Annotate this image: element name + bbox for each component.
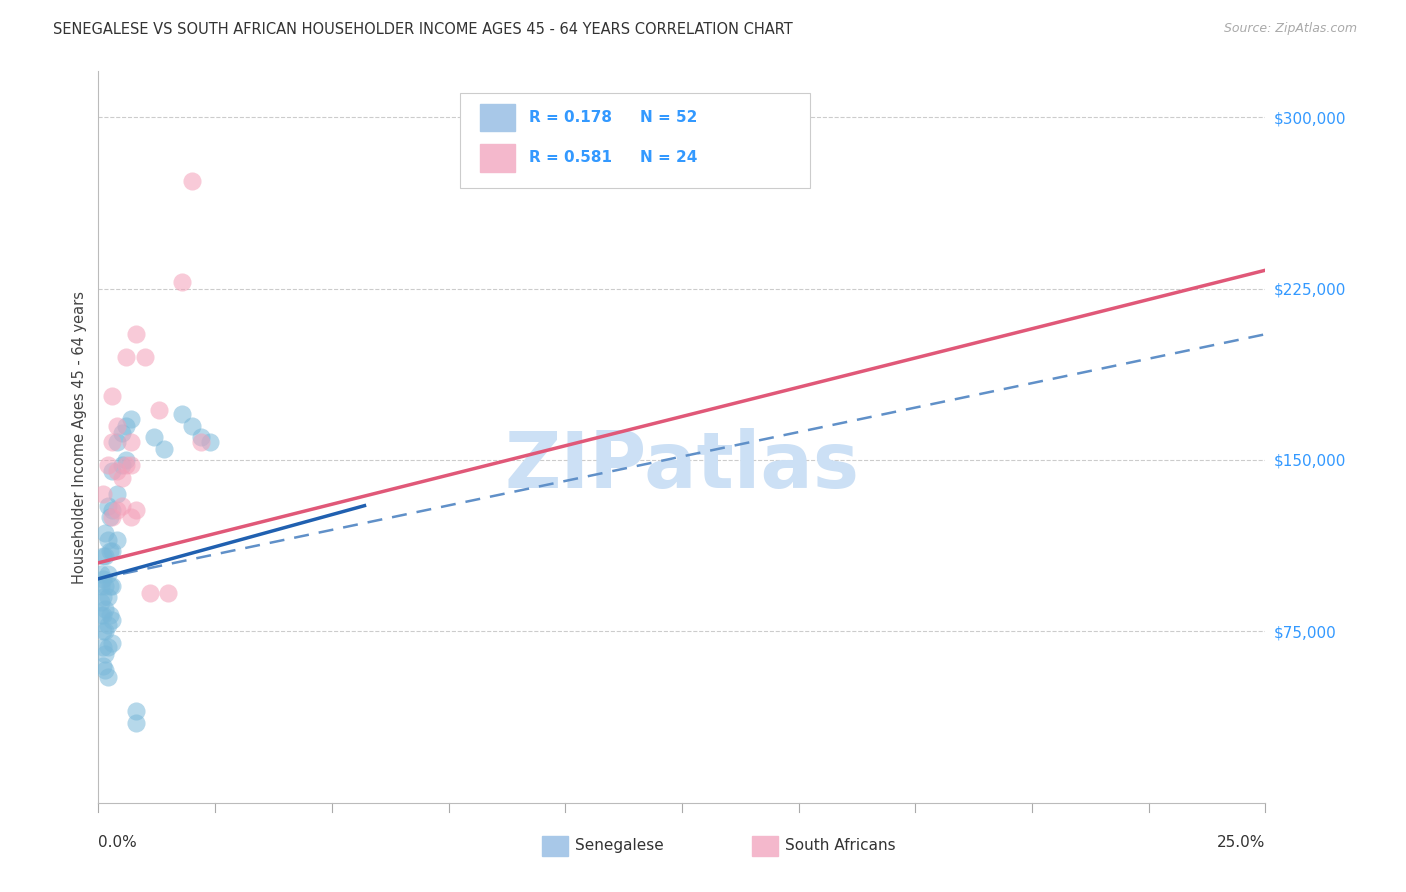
Point — [101, 510, 124, 524]
Bar — [479, 144, 515, 171]
Point — [91, 487, 114, 501]
Point — [190, 430, 212, 444]
Point — [105, 434, 128, 449]
Text: Source: ZipAtlas.com: Source: ZipAtlas.com — [1223, 22, 1357, 36]
Point — [125, 503, 148, 517]
Point — [97, 499, 120, 513]
Text: Senegalese: Senegalese — [575, 838, 664, 854]
Point — [180, 174, 202, 188]
Point — [111, 499, 134, 513]
Point — [125, 705, 148, 719]
Point — [101, 389, 124, 403]
Point — [97, 567, 120, 582]
Point — [90, 594, 112, 608]
Point — [115, 418, 138, 433]
Bar — [541, 836, 568, 856]
Point — [91, 608, 114, 623]
Point — [101, 579, 124, 593]
Point — [97, 590, 120, 604]
Text: 25.0%: 25.0% — [1218, 835, 1265, 850]
Text: SENEGALESE VS SOUTH AFRICAN HOUSEHOLDER INCOME AGES 45 - 64 YEARS CORRELATION CH: SENEGALESE VS SOUTH AFRICAN HOUSEHOLDER … — [53, 22, 793, 37]
Point — [139, 585, 162, 599]
Point — [111, 425, 134, 440]
Point — [101, 434, 124, 449]
Point — [101, 544, 124, 558]
Point — [98, 608, 121, 623]
Point — [120, 458, 142, 472]
Text: N = 52: N = 52 — [640, 110, 697, 125]
Point — [94, 624, 117, 639]
Point — [172, 275, 194, 289]
Point — [97, 533, 120, 547]
Point — [94, 579, 117, 593]
Point — [101, 613, 124, 627]
Point — [115, 458, 138, 472]
Text: N = 24: N = 24 — [640, 150, 697, 165]
Point — [101, 636, 124, 650]
Point — [101, 503, 124, 517]
Point — [105, 503, 128, 517]
Point — [190, 434, 212, 449]
Point — [125, 715, 148, 730]
Point — [120, 434, 142, 449]
Text: South Africans: South Africans — [785, 838, 896, 854]
FancyBboxPatch shape — [460, 94, 810, 188]
Text: R = 0.581: R = 0.581 — [529, 150, 612, 165]
Point — [91, 640, 114, 655]
Point — [91, 590, 114, 604]
Point — [105, 418, 128, 433]
Point — [101, 464, 124, 478]
Point — [134, 350, 156, 364]
Point — [105, 464, 128, 478]
Point — [157, 585, 180, 599]
Point — [98, 544, 121, 558]
Point — [91, 624, 114, 639]
Point — [90, 579, 112, 593]
Point — [97, 458, 120, 472]
Point — [152, 442, 174, 456]
Text: 0.0%: 0.0% — [98, 835, 138, 850]
Point — [200, 434, 222, 449]
Point — [125, 327, 148, 342]
Point — [105, 487, 128, 501]
Point — [97, 670, 120, 684]
Point — [143, 430, 166, 444]
Point — [94, 601, 117, 615]
Point — [90, 608, 112, 623]
Point — [120, 411, 142, 425]
Bar — [479, 103, 515, 131]
Point — [111, 458, 134, 472]
Point — [111, 471, 134, 485]
Point — [97, 617, 120, 632]
Point — [94, 663, 117, 677]
Point — [98, 510, 121, 524]
Point — [90, 567, 112, 582]
Point — [91, 549, 114, 563]
Bar — [752, 836, 778, 856]
Point — [91, 658, 114, 673]
Point — [172, 407, 194, 421]
Point — [120, 510, 142, 524]
Point — [115, 350, 138, 364]
Point — [94, 647, 117, 661]
Text: R = 0.178: R = 0.178 — [529, 110, 612, 125]
Point — [180, 418, 202, 433]
Point — [94, 549, 117, 563]
Text: ZIPatlas: ZIPatlas — [505, 428, 859, 504]
Point — [94, 526, 117, 541]
Point — [97, 640, 120, 655]
Point — [98, 579, 121, 593]
Point — [148, 402, 170, 417]
Y-axis label: Householder Income Ages 45 - 64 years: Householder Income Ages 45 - 64 years — [72, 291, 87, 583]
Point — [105, 533, 128, 547]
Point — [91, 572, 114, 586]
Point — [115, 453, 138, 467]
